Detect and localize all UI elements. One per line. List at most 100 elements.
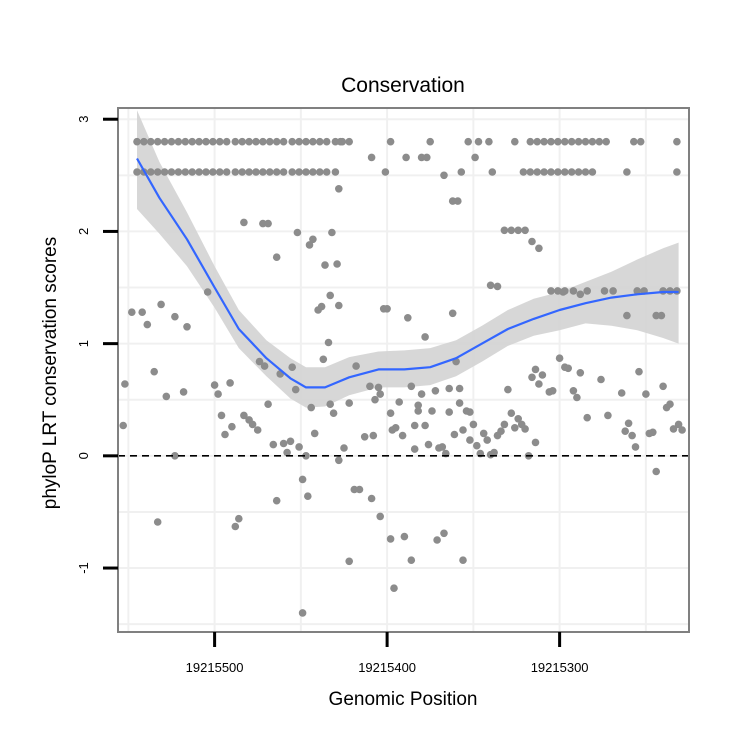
data-point: [633, 287, 641, 295]
data-point: [355, 485, 364, 494]
data-point: [259, 219, 267, 228]
data-point: [298, 609, 307, 617]
data-point: [410, 421, 419, 430]
data-point: [238, 168, 246, 176]
data-point: [514, 226, 522, 235]
smooth-line: [136, 157, 679, 389]
data-point: [624, 419, 633, 428]
data-point: [202, 168, 210, 176]
data-point: [554, 137, 562, 146]
data-point: [195, 137, 203, 146]
data-point: [167, 137, 176, 146]
data-point: [588, 168, 597, 176]
data-point: [635, 367, 643, 376]
data-point: [369, 431, 378, 440]
data-point: [345, 557, 354, 566]
data-point: [469, 420, 478, 429]
data-point: [210, 381, 219, 389]
data-point: [255, 357, 264, 366]
data-point: [445, 384, 454, 393]
data-point: [266, 168, 274, 176]
data-point: [316, 168, 324, 176]
data-point: [391, 424, 400, 432]
data-point: [352, 362, 360, 370]
data-point: [326, 400, 335, 409]
data-point: [374, 383, 383, 392]
data-point: [474, 137, 483, 146]
data-point: [366, 382, 374, 391]
data-point: [504, 385, 512, 394]
data-point: [400, 532, 409, 541]
data-point: [371, 395, 379, 404]
data-point: [264, 219, 272, 228]
data-point: [547, 287, 555, 295]
data-point: [673, 137, 681, 146]
data-point: [248, 420, 257, 429]
data-point: [617, 389, 626, 397]
data-point: [426, 137, 435, 146]
data-point: [414, 401, 423, 410]
data-point: [428, 407, 436, 415]
data-point: [567, 168, 576, 176]
data-point: [133, 137, 141, 146]
data-point: [455, 399, 464, 407]
data-point: [272, 496, 281, 505]
data-point: [329, 409, 338, 418]
data-point: [209, 168, 217, 176]
data-point: [367, 494, 376, 503]
data-point: [642, 390, 650, 398]
data-point: [448, 309, 457, 318]
data-point: [322, 137, 331, 146]
data-point: [162, 392, 171, 401]
data-point: [609, 287, 617, 295]
data-point: [283, 448, 291, 457]
data-point: [240, 218, 248, 227]
data-point: [440, 529, 448, 538]
x-tick-label: 19215300: [531, 660, 589, 675]
data-point: [581, 137, 590, 146]
confidence-ribbon: [137, 110, 679, 408]
data-point: [188, 137, 196, 146]
data-point: [649, 428, 657, 437]
data-point: [335, 301, 343, 310]
data-point: [216, 168, 224, 176]
data-point: [604, 411, 612, 420]
data-point: [188, 168, 196, 176]
data-point: [540, 168, 548, 176]
data-point: [386, 137, 395, 146]
data-point: [678, 426, 686, 434]
data-point: [500, 226, 509, 235]
data-point: [459, 556, 467, 564]
data-point: [316, 137, 324, 146]
data-point: [119, 421, 127, 430]
data-point: [298, 475, 307, 484]
data-point: [279, 439, 288, 448]
data-point: [602, 137, 610, 146]
data-point: [260, 362, 269, 370]
data-point: [335, 185, 343, 193]
data-point: [295, 137, 303, 146]
data-point: [533, 137, 541, 146]
data-point: [259, 137, 267, 146]
data-point: [573, 393, 581, 402]
data-point: [133, 168, 141, 176]
x-axis-label: Genomic Position: [329, 689, 478, 710]
data-point: [326, 291, 335, 300]
data-point: [521, 425, 529, 433]
data-point: [167, 168, 176, 176]
data-point: [147, 137, 155, 146]
data-point: [321, 261, 329, 269]
data-point: [466, 408, 474, 416]
data-point: [407, 556, 416, 564]
data-point: [547, 137, 555, 146]
data-point: [464, 137, 473, 146]
data-point: [583, 287, 591, 295]
data-point: [231, 137, 240, 146]
data-point: [153, 137, 162, 146]
data-point: [328, 228, 336, 237]
data-point: [386, 535, 395, 543]
data-point: [669, 425, 678, 433]
data-point: [336, 137, 345, 146]
data-point: [417, 153, 426, 162]
data-point: [561, 168, 569, 176]
